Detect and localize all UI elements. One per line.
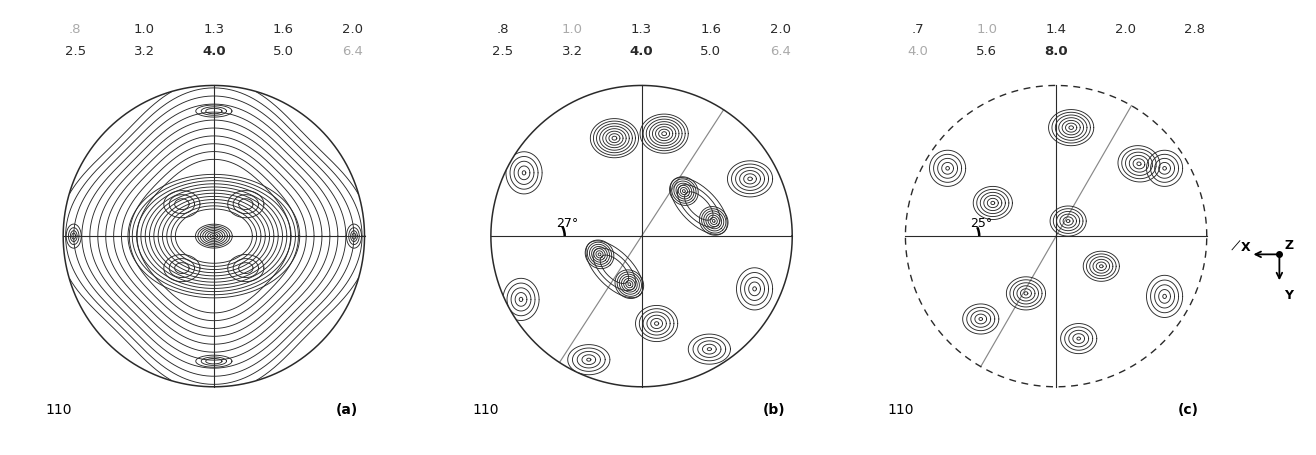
- Text: 25°: 25°: [970, 216, 992, 229]
- Text: 5.6: 5.6: [976, 45, 998, 58]
- Text: .7: .7: [911, 23, 924, 36]
- Text: 2.5: 2.5: [64, 45, 86, 58]
- Text: .8: .8: [68, 23, 82, 36]
- Text: 2.0: 2.0: [342, 23, 363, 36]
- Text: 4.0: 4.0: [630, 45, 653, 58]
- Text: 2.0: 2.0: [1115, 23, 1136, 36]
- Text: X: X: [1241, 240, 1250, 253]
- Text: 5.0: 5.0: [272, 45, 293, 58]
- Text: Z: Z: [1284, 238, 1294, 251]
- Text: 1.3: 1.3: [630, 23, 653, 36]
- Text: 2.0: 2.0: [770, 23, 791, 36]
- Text: (b): (b): [763, 402, 786, 416]
- Text: .8: .8: [496, 23, 509, 36]
- Text: 6.4: 6.4: [342, 45, 363, 58]
- Text: 110: 110: [472, 402, 499, 416]
- Text: 27°: 27°: [555, 216, 578, 229]
- Text: (c): (c): [1178, 402, 1199, 416]
- Text: 1.0: 1.0: [134, 23, 155, 36]
- Text: 2.5: 2.5: [492, 45, 513, 58]
- Text: 4.0: 4.0: [203, 45, 225, 58]
- Text: 1.6: 1.6: [272, 23, 293, 36]
- Text: 1.3: 1.3: [203, 23, 225, 36]
- Text: 110: 110: [45, 402, 71, 416]
- Text: 1.0: 1.0: [562, 23, 583, 36]
- Text: (a): (a): [336, 402, 358, 416]
- Text: 1.0: 1.0: [976, 23, 998, 36]
- Text: 1.6: 1.6: [700, 23, 721, 36]
- Text: 6.4: 6.4: [770, 45, 791, 58]
- Text: 110: 110: [887, 402, 913, 416]
- Text: 3.2: 3.2: [562, 45, 583, 58]
- Text: 1.4: 1.4: [1046, 23, 1066, 36]
- Text: Y: Y: [1284, 288, 1292, 301]
- Text: 4.0: 4.0: [907, 45, 928, 58]
- Text: 8.0: 8.0: [1045, 45, 1067, 58]
- Text: 2.8: 2.8: [1184, 23, 1205, 36]
- Text: 5.0: 5.0: [700, 45, 721, 58]
- Text: 3.2: 3.2: [134, 45, 155, 58]
